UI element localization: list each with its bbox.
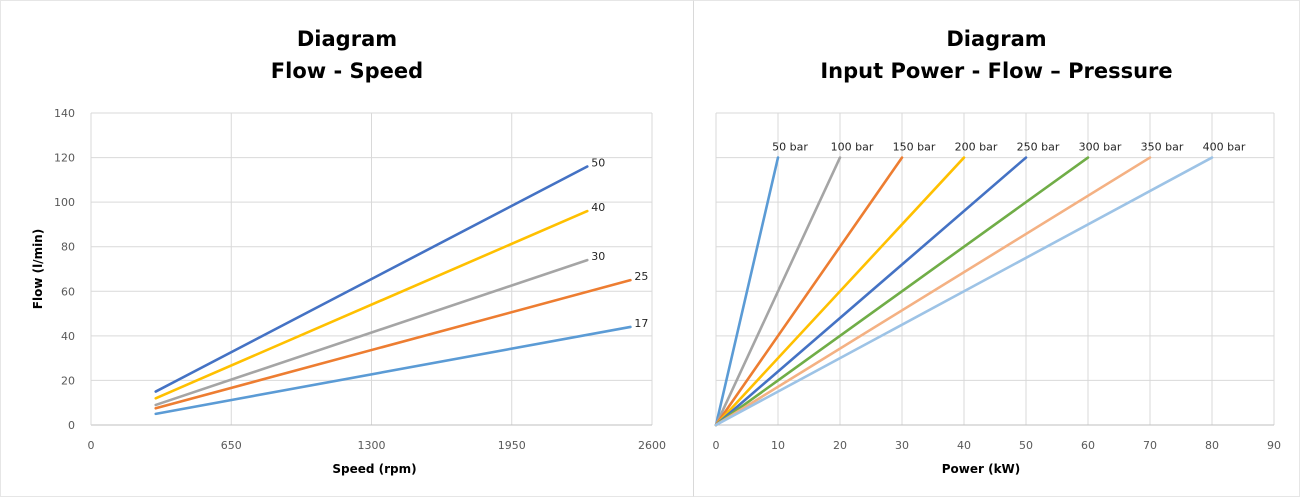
series-label: 50 (591, 156, 605, 169)
series-line-50-bar (714, 156, 780, 427)
y-tick-label: 80 (61, 241, 75, 254)
series-line-40 (154, 209, 589, 400)
series-label: 200 bar (955, 141, 998, 154)
power-flow-pressure-chart: 0 10 20 30 40 50 60 70 80 90 Power (kW) 50 bar 100 b… (713, 112, 1281, 476)
y-tick-label: 0 (68, 419, 75, 432)
x-tick-label: 1300 (358, 439, 386, 452)
chart-subtitle: Input Power - Flow – Pressure (820, 59, 1173, 83)
series-line-350-bar (714, 156, 1152, 427)
chart-title: Diagram (296, 27, 398, 51)
x-tick-label: 70 (1143, 439, 1157, 452)
x-tick-label: 60 (1081, 439, 1095, 452)
x-tick-label: 90 (1267, 439, 1281, 452)
series-label: 50 bar (772, 141, 808, 154)
series-label: 350 bar (1141, 141, 1184, 154)
y-tick-label: 60 (61, 285, 75, 298)
series-line-200-bar (714, 156, 966, 427)
y-tick-label: 100 (54, 196, 75, 209)
y-tick-label: 120 (54, 152, 75, 165)
x-tick-label: 0 (88, 439, 95, 452)
series-label: 400 bar (1203, 141, 1246, 154)
x-tick-label: 650 (221, 439, 242, 452)
y-tick-label: 140 (54, 107, 75, 120)
series-line-30 (154, 258, 589, 407)
series-label: 25 (634, 270, 648, 283)
chart-title: Diagram (946, 27, 1047, 51)
series-line-250-bar (714, 156, 1028, 427)
y-tick-label: 20 (61, 374, 75, 387)
series-label: 100 bar (831, 141, 874, 154)
y-axis-title: Flow (l/min) (31, 229, 45, 309)
x-tick-label: 0 (713, 439, 720, 452)
chart-subtitle: Flow - Speed (270, 59, 424, 83)
flow-speed-chart: 0 20 40 60 80 100 120 140 0 650 1300 1950 2600 Speed … (31, 107, 666, 476)
x-axis-title: Power (kW) (942, 462, 1021, 476)
x-tick-label: 10 (771, 439, 785, 452)
flow-speed-chart-panel: Diagram Flow - Speed 0 20 40 60 80 100 120 140 0… (0, 0, 693, 497)
x-tick-label: 40 (957, 439, 971, 452)
series-line-400-bar (714, 156, 1214, 427)
series-label: 40 (591, 201, 605, 214)
series-line-50 (154, 165, 589, 393)
x-axis-title: Speed (rpm) (332, 462, 416, 476)
x-tick-label: 50 (1019, 439, 1033, 452)
series-line-17 (154, 325, 632, 416)
series-line-100-bar (714, 156, 842, 427)
series-line-25 (154, 278, 632, 410)
series-label: 250 bar (1017, 141, 1060, 154)
series-label: 30 (591, 250, 605, 263)
x-tick-label: 30 (895, 439, 909, 452)
power-flow-pressure-chart-panel: Diagram Input Power - Flow – Pressure 0 1… (693, 0, 1300, 497)
x-tick-label: 80 (1205, 439, 1219, 452)
series-label: 300 bar (1079, 141, 1122, 154)
series-label: 17 (634, 317, 648, 330)
series-line-150-bar (714, 156, 904, 427)
y-tick-label: 40 (61, 330, 75, 343)
series-line-300-bar (714, 156, 1090, 427)
series-label: 150 bar (893, 141, 936, 154)
x-tick-label: 1950 (498, 439, 526, 452)
x-tick-label: 2600 (638, 439, 666, 452)
x-tick-label: 20 (833, 439, 847, 452)
